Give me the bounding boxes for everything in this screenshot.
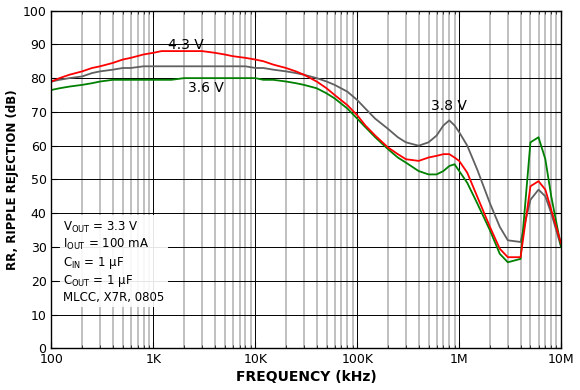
Y-axis label: RR, RIPPLE REJECTION (dB): RR, RIPPLE REJECTION (dB) [6, 89, 19, 270]
Text: 3.6 V: 3.6 V [188, 81, 224, 95]
Text: 4.3 V: 4.3 V [168, 38, 204, 52]
X-axis label: FREQUENCY (kHz): FREQUENCY (kHz) [236, 370, 376, 385]
Text: $\mathregular{V_{OUT}}$ = 3.3 V
$\mathregular{I_{OUT}}$ = 100 mA
$\mathregular{C: $\mathregular{V_{OUT}}$ = 3.3 V $\mathre… [63, 220, 164, 304]
Text: 3.8 V: 3.8 V [431, 99, 467, 113]
